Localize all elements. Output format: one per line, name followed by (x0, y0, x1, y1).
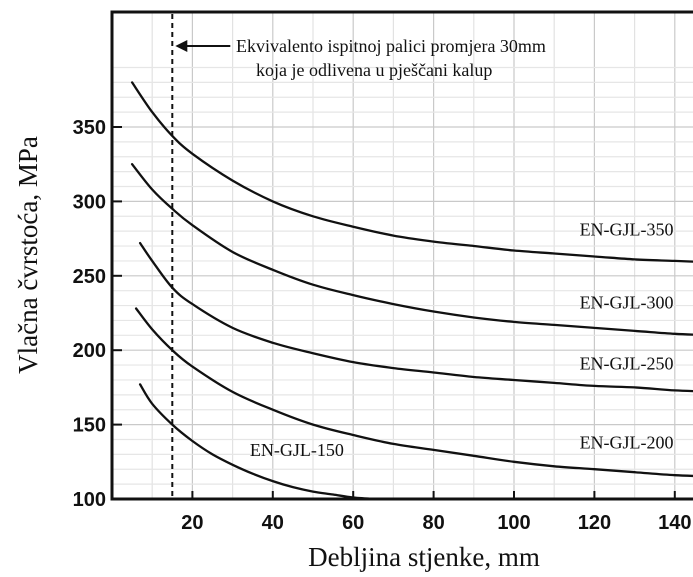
x-tick-label: 40 (262, 512, 284, 534)
plot-frame (110, 10, 693, 501)
x-tick-label: 60 (342, 512, 364, 534)
series-line-en-gjl-300 (130, 163, 693, 336)
x-axis-title: Debljina stjenke, mm (308, 542, 540, 572)
y-tick-label: 350 (73, 117, 106, 139)
arrow-left-icon (175, 40, 188, 52)
series-label-en-gjl-200: EN-GJL-200 (580, 432, 674, 452)
y-tick-label: 100 (73, 489, 106, 511)
grid (112, 12, 693, 499)
annotation-text-line-2: koja je odlivena u pješčani kalup (256, 60, 492, 80)
x-tick-label: 100 (497, 512, 530, 534)
x-tick-label: 140 (658, 512, 691, 534)
x-tick-label: 80 (422, 512, 444, 534)
series-labels: EN-GJL-350 EN-GJL-300 EN-GJL-250 EN-GJL-200… (250, 220, 674, 460)
series-label-en-gjl-300: EN-GJL-300 (580, 293, 674, 313)
series-line-en-gjl-350 (130, 81, 693, 263)
axis-ticks: 20 40 60 80 100 120 140 100 150 200 250 300 350 (73, 117, 692, 534)
y-tick-label: 200 (73, 340, 106, 362)
series-line-en-gjl-200 (134, 307, 693, 478)
series-lines (130, 81, 693, 501)
series-label-en-gjl-250: EN-GJL-250 (580, 354, 674, 374)
series-label-en-gjl-350: EN-GJL-350 (580, 220, 674, 240)
y-tick-label: 250 (73, 266, 106, 288)
x-tick-label: 120 (578, 512, 611, 534)
y-tick-label: 150 (73, 415, 106, 437)
series-label-en-gjl-150: EN-GJL-150 (250, 440, 344, 460)
series-line-en-gjl-250 (138, 241, 693, 393)
y-tick-label: 300 (73, 191, 106, 213)
series-line-en-gjl-150 (138, 383, 379, 501)
x-tick-label: 20 (181, 512, 203, 534)
y-axis-title: Vlačna čvrstoća, MPa (13, 136, 43, 374)
annotation: Ekvivalento ispitnoj palici promjera 30m… (175, 36, 546, 80)
annotation-text-line-1: Ekvivalento ispitnoj palici promjera 30m… (236, 36, 546, 56)
